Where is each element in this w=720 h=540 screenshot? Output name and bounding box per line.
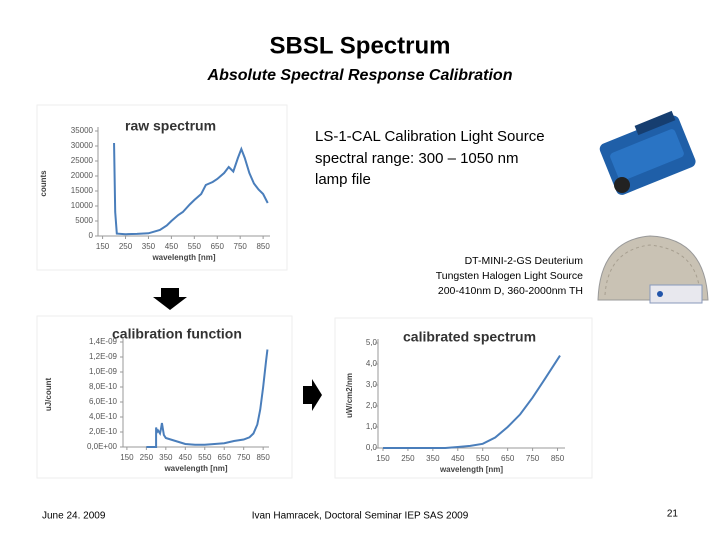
slide-subtitle: Absolute Spectral Response Calibration (207, 67, 513, 84)
y-tick-label: 10000 (71, 201, 94, 210)
x-tick-label: 350 (426, 454, 440, 463)
data-line (146, 349, 269, 448)
y-tick-label: 1,0 (366, 422, 378, 431)
arrow-down (153, 288, 187, 310)
chart-title: calibrated spectrum (403, 329, 536, 345)
y-tick-label: 0,0 (366, 443, 378, 452)
x-axis-label: wavelength [nm] (151, 253, 215, 262)
source-line: DT-MINI-2-GS Deuterium (465, 255, 584, 267)
device-ls1cal (599, 110, 696, 195)
x-tick-label: 250 (119, 242, 133, 251)
chart-title: calibration function (112, 326, 242, 342)
x-axis-label: wavelength [nm] (163, 464, 227, 473)
y-tick-label: 30000 (71, 141, 94, 150)
source-line: 200-410nm D, 360-2000nm TH (438, 285, 583, 297)
x-tick-label: 150 (96, 242, 110, 251)
source-line: lamp file (315, 171, 371, 188)
y-axis-label: counts (39, 170, 48, 197)
footer-page: 21 (667, 509, 679, 520)
x-tick-label: 850 (551, 454, 565, 463)
x-tick-label: 450 (451, 454, 465, 463)
x-tick-label: 850 (256, 453, 270, 462)
x-tick-label: 550 (188, 242, 202, 251)
x-tick-label: 450 (165, 242, 179, 251)
x-tick-label: 850 (256, 242, 270, 251)
y-tick-label: 6,0E-10 (89, 397, 118, 406)
arrow-right (303, 379, 322, 411)
chart-panel (36, 104, 288, 271)
slide-title: SBSL Spectrum (270, 32, 451, 59)
x-tick-label: 750 (234, 242, 248, 251)
x-tick-label: 650 (501, 454, 515, 463)
y-tick-label: 4,0E-10 (89, 412, 118, 421)
x-tick-label: 550 (476, 454, 490, 463)
y-tick-label: 5,0 (366, 338, 378, 347)
data-line (113, 142, 269, 236)
y-tick-label: 4,0 (366, 359, 378, 368)
x-tick-label: 450 (179, 453, 193, 462)
y-tick-label: 25000 (71, 156, 94, 165)
source-line: Tungsten Halogen Light Source (436, 270, 583, 282)
x-tick-label: 550 (198, 453, 212, 462)
y-tick-label: 5000 (75, 216, 93, 225)
y-tick-label: 35000 (71, 126, 94, 135)
footer-date: June 24. 2009 (42, 511, 106, 522)
y-tick-label: 0,0E+00 (87, 442, 118, 451)
y-tick-label: 3,0 (366, 380, 378, 389)
y-axis-label: uJ/count (44, 378, 53, 412)
footer-author: Ivan Hamracek, Doctoral Seminar IEP SAS … (252, 511, 469, 522)
x-tick-label: 650 (218, 453, 232, 462)
y-tick-label: 2,0 (366, 401, 378, 410)
x-tick-label: 250 (401, 454, 415, 463)
y-tick-label: 15000 (71, 186, 94, 195)
y-tick-label: 0 (89, 231, 94, 240)
source-line: LS-1-CAL Calibration Light Source (315, 128, 545, 145)
x-tick-label: 350 (159, 453, 173, 462)
x-axis-label: wavelength [nm] (439, 465, 503, 474)
y-axis-label: uW/cm2/nm (345, 373, 354, 418)
x-tick-label: 150 (120, 453, 134, 462)
x-tick-label: 150 (376, 454, 390, 463)
x-tick-label: 750 (526, 454, 540, 463)
y-tick-label: 1,2E-09 (89, 352, 118, 361)
chart-title: raw spectrum (125, 118, 216, 134)
device-dt-mini (597, 235, 709, 304)
source-line: spectral range: 300 – 1050 nm (315, 150, 518, 167)
x-tick-label: 650 (211, 242, 225, 251)
chart-panel (36, 315, 293, 479)
y-tick-label: 20000 (71, 171, 94, 180)
x-tick-label: 750 (237, 453, 251, 462)
data-line (382, 355, 561, 449)
y-tick-label: 1,0E-09 (89, 367, 118, 376)
y-tick-label: 8,0E-10 (89, 382, 118, 391)
x-tick-label: 250 (140, 453, 154, 462)
x-tick-label: 350 (142, 242, 156, 251)
y-tick-label: 2,0E-10 (89, 427, 118, 436)
y-tick-label: 1,4E-09 (89, 337, 118, 346)
